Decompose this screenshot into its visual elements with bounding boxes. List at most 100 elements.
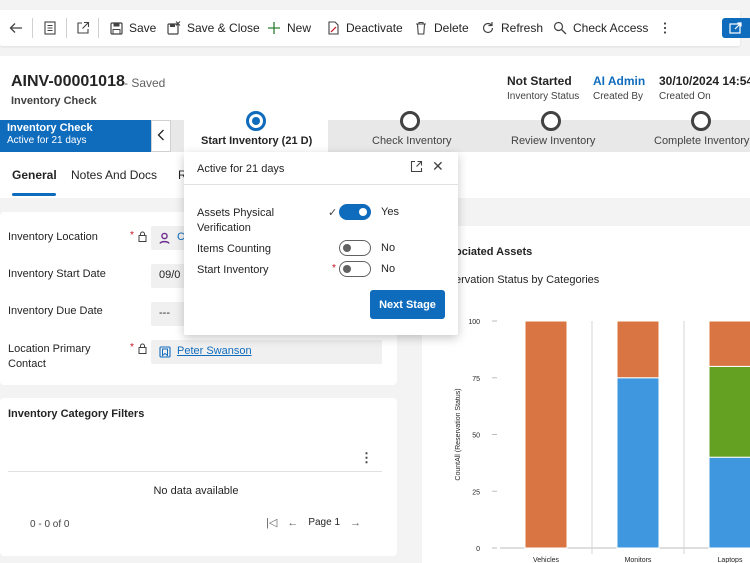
inventory-due-date-value: --- <box>159 307 170 319</box>
save-status: - Saved <box>124 76 166 90</box>
form-view-button[interactable] <box>43 10 57 46</box>
created-on-label: Created On <box>659 91 711 102</box>
deactivate-label: Deactivate <box>346 21 403 35</box>
stage-complete-inventory-dot[interactable] <box>691 111 711 131</box>
inventory-status-value: Not Started <box>507 74 572 88</box>
reservation-status-chart: 0 25 50 75 100 CountAll (Reservation Status) V… <box>455 319 750 563</box>
share-button[interactable] <box>722 18 750 38</box>
more-vertical-icon <box>658 21 672 35</box>
y-tick-label: 100 <box>468 319 480 326</box>
inventory-category-filters-title: Inventory Category Filters <box>8 408 145 420</box>
location-primary-contact-label-line2: Contact <box>8 358 46 370</box>
inventory-due-date-field[interactable]: --- <box>151 302 185 326</box>
bar-segment <box>708 365 750 458</box>
inventory-start-date-value: 09/0 <box>159 269 181 281</box>
check-access-button[interactable]: Check Access <box>553 10 648 46</box>
open-external-icon <box>76 21 90 35</box>
location-primary-contact-link[interactable]: Peter Swanson <box>177 345 252 357</box>
y-tick-label: 50 <box>472 433 480 440</box>
inventory-start-date-field[interactable]: 09/0 <box>151 264 185 288</box>
delete-label: Delete <box>434 21 469 35</box>
active-tab-indicator <box>12 193 56 196</box>
close-icon[interactable]: ✕ <box>432 158 444 174</box>
plus-icon <box>267 21 281 35</box>
first-page-icon[interactable]: |◁ <box>266 517 278 529</box>
toolbar-divider <box>98 18 99 38</box>
inventory-category-filters-section: Inventory Category Filters ⋮ No data ava… <box>0 398 397 556</box>
tab-general[interactable]: General <box>12 168 57 182</box>
save-label: Save <box>129 21 157 35</box>
new-button[interactable]: New <box>267 10 311 46</box>
back-button[interactable] <box>9 10 23 46</box>
current-page-label: Page 1 <box>308 517 341 528</box>
previous-page-icon[interactable]: ← <box>287 516 299 529</box>
start-inventory-toggle[interactable] <box>339 261 371 277</box>
save-close-icon <box>167 21 181 35</box>
trash-icon <box>414 21 428 35</box>
record-form-type: Inventory Check <box>11 95 97 107</box>
step-complete-check-icon: ✓ <box>328 207 338 219</box>
bar-segment <box>616 377 660 549</box>
toolbar-divider <box>66 18 67 38</box>
lock-icon <box>138 231 147 242</box>
created-by-link[interactable]: AI Admin <box>593 74 646 88</box>
refresh-button[interactable]: Refresh <box>481 10 543 46</box>
search-person-icon <box>553 21 567 35</box>
assets-physical-verification-toggle[interactable] <box>339 204 371 220</box>
deactivate-button[interactable]: Deactivate <box>326 10 403 46</box>
save-icon <box>109 21 123 35</box>
chevron-left-icon <box>157 129 165 144</box>
next-stage-button[interactable]: Next Stage <box>370 290 445 319</box>
inventory-location-field[interactable]: C <box>151 226 185 250</box>
refresh-label: Refresh <box>501 21 544 35</box>
required-indicator: * <box>130 342 134 353</box>
stage-check-inventory-label[interactable]: Check Inventory <box>372 135 452 147</box>
x-tick-label: Laptops <box>718 557 743 563</box>
grid-pager: |◁ ← Page 1 → <box>266 516 362 530</box>
stage-check-inventory-dot[interactable] <box>400 111 420 131</box>
inventory-location-value: C <box>177 231 185 243</box>
more-commands-button[interactable] <box>658 10 672 46</box>
stage-flyout: Active for 21 days ✕ Assets Physical Ver… <box>184 152 458 335</box>
location-primary-contact-label-line1: Location Primary <box>8 343 91 355</box>
y-tick-label: 75 <box>472 376 480 383</box>
start-inventory-value: No <box>381 263 396 275</box>
associated-assets-title: ociated Assets <box>455 246 533 258</box>
required-indicator: * <box>332 263 336 274</box>
save-close-button[interactable]: Save & Close <box>167 10 260 46</box>
y-tick-label: 0 <box>476 546 480 553</box>
refresh-icon <box>481 21 495 35</box>
process-name-panel[interactable]: Inventory Check Active for 21 days <box>0 120 151 152</box>
expand-icon[interactable] <box>410 160 424 174</box>
step-items-counting-label: Items Counting <box>197 243 271 255</box>
delete-button[interactable]: Delete <box>414 10 469 46</box>
save-close-label: Save & Close <box>187 21 260 35</box>
toolbar-divider <box>32 18 33 38</box>
stage-start-inventory-dot[interactable] <box>246 111 266 131</box>
bar-segment <box>524 320 568 549</box>
next-page-icon[interactable]: → <box>350 516 362 529</box>
items-counting-toggle[interactable] <box>339 240 371 256</box>
lock-icon <box>138 343 147 354</box>
bar-segment <box>708 456 750 549</box>
stage-complete-inventory-label[interactable]: Complete Inventory <box>654 135 750 147</box>
flyout-divider <box>184 184 458 185</box>
tab-notes-and-docs[interactable]: Notes And Docs <box>71 168 158 182</box>
location-primary-contact-label: Location Primary Contact <box>8 342 91 372</box>
items-counting-value: No <box>381 242 396 254</box>
stage-start-inventory-label[interactable]: Start Inventory (21 D) <box>201 135 313 147</box>
stage-review-inventory-dot[interactable] <box>541 111 561 131</box>
x-tick-label: Monitors <box>625 557 652 563</box>
save-button[interactable]: Save <box>109 10 156 46</box>
stage-review-inventory-label[interactable]: Review Inventory <box>511 135 596 147</box>
open-new-window-button[interactable] <box>76 10 90 46</box>
stage-flyout-title: Active for 21 days <box>197 163 285 175</box>
grid-more-options-button[interactable]: ⋮ <box>360 450 373 465</box>
share-icon <box>729 21 743 38</box>
associated-assets-section <box>422 226 750 563</box>
tab-related[interactable]: R <box>178 168 187 182</box>
document-icon <box>43 21 57 35</box>
location-primary-contact-field[interactable]: Peter Swanson <box>151 340 382 364</box>
grid-record-count: 0 - 0 of 0 <box>30 519 70 530</box>
process-collapse-button[interactable] <box>151 120 171 152</box>
